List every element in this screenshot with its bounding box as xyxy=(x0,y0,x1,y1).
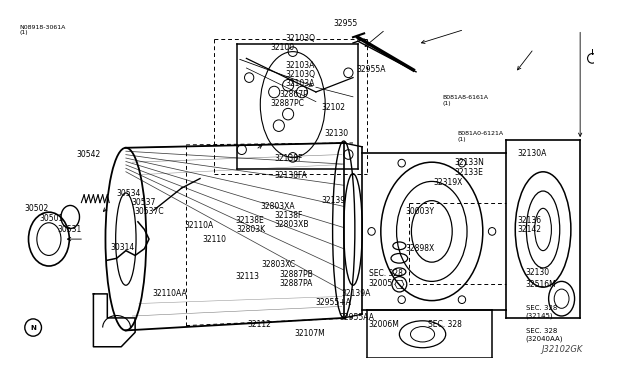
Text: 32955+A: 32955+A xyxy=(315,298,351,307)
Text: 30537C: 30537C xyxy=(134,207,164,216)
Text: 32110: 32110 xyxy=(202,235,227,244)
Text: B081A8-6161A
(1): B081A8-6161A (1) xyxy=(443,95,489,106)
Text: 30003Y: 30003Y xyxy=(405,207,435,216)
Text: N08918-3061A
(1): N08918-3061A (1) xyxy=(20,25,66,35)
Text: 30314: 30314 xyxy=(111,243,134,252)
Circle shape xyxy=(637,286,640,302)
Text: 32898X: 32898X xyxy=(405,244,435,253)
Text: 32803XB: 32803XB xyxy=(275,220,309,229)
Text: 32130: 32130 xyxy=(324,129,348,138)
Text: 32103Q: 32103Q xyxy=(285,34,316,43)
Text: 32005: 32005 xyxy=(369,279,393,288)
Text: 32955: 32955 xyxy=(333,19,357,28)
Text: 30537: 30537 xyxy=(131,198,156,207)
Text: 32803K: 32803K xyxy=(237,225,266,234)
Text: 32102: 32102 xyxy=(321,103,345,112)
Text: 32142: 32142 xyxy=(517,225,541,234)
Text: 30531: 30531 xyxy=(57,225,81,234)
Text: 32130: 32130 xyxy=(526,268,550,277)
Text: 32955AA: 32955AA xyxy=(339,313,374,322)
Text: 32803XA: 32803XA xyxy=(260,202,294,211)
Text: 32139: 32139 xyxy=(321,196,345,205)
Text: 32113: 32113 xyxy=(235,272,259,280)
Circle shape xyxy=(25,319,42,336)
Text: 32138F: 32138F xyxy=(275,154,303,163)
Text: 32516M: 32516M xyxy=(526,280,557,289)
Text: 32110AA: 32110AA xyxy=(152,289,187,298)
Text: 30534: 30534 xyxy=(116,189,141,198)
Text: SEC. 328: SEC. 328 xyxy=(428,320,462,329)
Text: 32107M: 32107M xyxy=(294,329,325,338)
Text: 32133N: 32133N xyxy=(454,158,484,167)
Text: 32110A: 32110A xyxy=(184,221,214,231)
Text: 32006M: 32006M xyxy=(369,320,399,329)
Text: 32887PA: 32887PA xyxy=(280,279,313,288)
Text: 32319X: 32319X xyxy=(434,178,463,187)
Text: 32867P: 32867P xyxy=(280,90,308,99)
Text: 32130A: 32130A xyxy=(517,148,547,157)
Text: 30542: 30542 xyxy=(77,150,101,159)
Text: 32103A: 32103A xyxy=(285,79,315,88)
Text: 30502: 30502 xyxy=(24,203,49,213)
Text: SEC. 328
(32040AA): SEC. 328 (32040AA) xyxy=(526,328,563,342)
Text: 32138E: 32138E xyxy=(235,216,264,225)
Text: N: N xyxy=(30,324,36,331)
Text: 32138F: 32138F xyxy=(275,211,303,220)
Text: 32138FA: 32138FA xyxy=(275,171,308,180)
Text: 30501: 30501 xyxy=(39,214,63,223)
Text: 32103A: 32103A xyxy=(285,61,315,70)
Text: 32955A: 32955A xyxy=(356,65,386,74)
Text: 32887PC: 32887PC xyxy=(271,99,305,108)
Text: SEC. 328
(32145): SEC. 328 (32145) xyxy=(526,305,557,318)
Text: 32136: 32136 xyxy=(517,216,541,225)
Text: 32887PB: 32887PB xyxy=(280,270,314,279)
Text: 32112: 32112 xyxy=(247,320,271,329)
Circle shape xyxy=(636,363,640,372)
Text: 32139A: 32139A xyxy=(342,289,371,298)
Text: B081A0-6121A
(1): B081A0-6121A (1) xyxy=(458,131,504,142)
Text: 32103Q: 32103Q xyxy=(285,70,316,79)
Text: SEC. 328: SEC. 328 xyxy=(369,269,403,278)
Text: 32133E: 32133E xyxy=(454,168,483,177)
Text: 32100: 32100 xyxy=(271,43,295,52)
Text: J32102GK: J32102GK xyxy=(541,346,583,355)
Bar xyxy=(598,49,640,145)
Text: 32803XC: 32803XC xyxy=(262,260,296,269)
